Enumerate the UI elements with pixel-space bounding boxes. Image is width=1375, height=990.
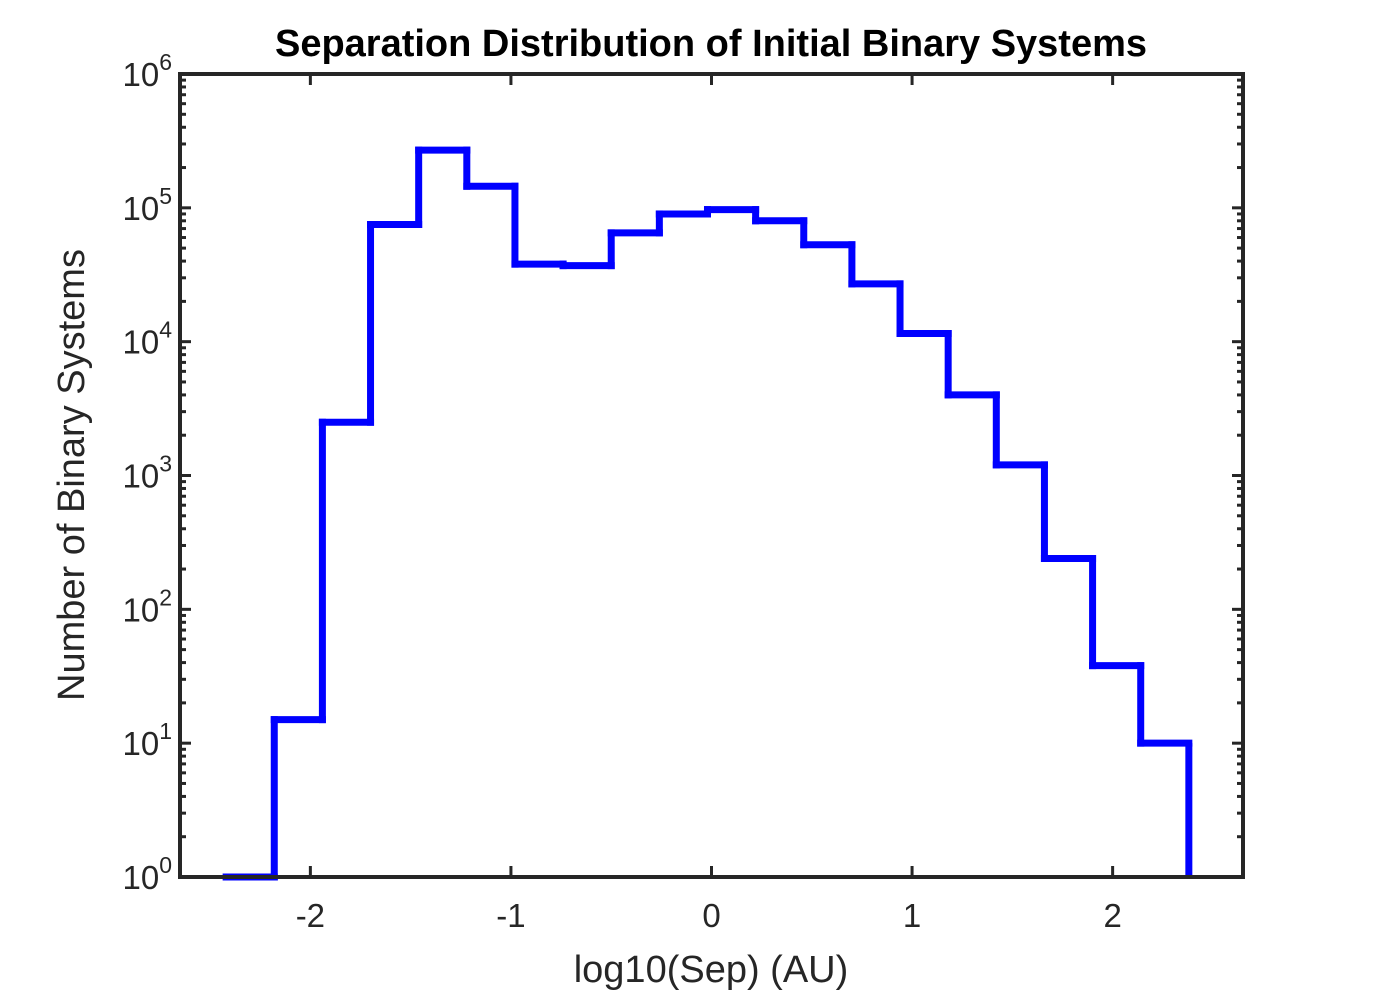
x-axis-label: log10(Sep) (AU) <box>574 949 849 990</box>
y-tick-base: 10 <box>122 458 159 495</box>
axes-frame <box>178 72 1245 879</box>
y-tick-label: 106 <box>122 49 172 93</box>
x-tick-label: 2 <box>1103 897 1121 934</box>
y-tick-base: 10 <box>122 190 159 227</box>
y-axis-label: Number of Binary Systems <box>51 249 93 701</box>
y-tick-label: 104 <box>122 317 172 361</box>
x-tick-label: -1 <box>496 897 525 934</box>
y-tick-label: 103 <box>122 451 172 495</box>
y-tick-base: 10 <box>122 725 159 762</box>
y-tick-base: 10 <box>122 324 159 361</box>
y-tick-exponent: 5 <box>159 183 172 209</box>
y-tick-exponent: 4 <box>159 317 172 343</box>
y-tick-label: 101 <box>122 718 172 762</box>
y-tick-exponent: 6 <box>159 49 172 75</box>
x-tick-label: 0 <box>702 897 720 934</box>
y-tick-base: 10 <box>122 56 159 93</box>
y-tick-base: 10 <box>122 859 159 896</box>
y-tick-exponent: 2 <box>159 584 172 610</box>
y-tick-label: 100 <box>122 852 172 896</box>
y-tick-exponent: 0 <box>159 852 172 878</box>
chart-title: Separation Distribution of Initial Binar… <box>275 23 1147 65</box>
y-tick-exponent: 3 <box>159 451 172 477</box>
x-tick-label: 1 <box>903 897 921 934</box>
y-tick-exponent: 1 <box>159 718 172 744</box>
y-tick-label: 105 <box>122 183 172 227</box>
y-tick-label: 102 <box>122 584 172 628</box>
plot-area <box>222 146 1193 881</box>
y-tick-base: 10 <box>122 591 159 628</box>
x-tick-label: -2 <box>296 897 325 934</box>
